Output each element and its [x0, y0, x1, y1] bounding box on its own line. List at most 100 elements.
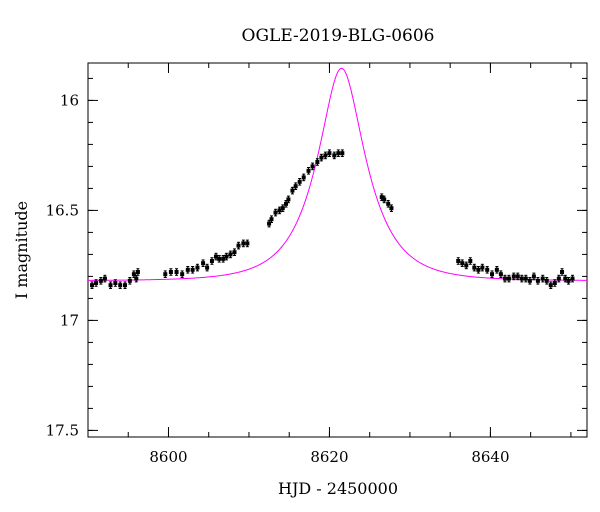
data-point — [319, 153, 324, 162]
data-point — [523, 274, 528, 283]
data-marker — [460, 261, 465, 266]
data-marker — [163, 272, 168, 277]
data-point — [315, 158, 320, 166]
data-marker — [340, 151, 345, 156]
y-tick-label: 17 — [60, 311, 79, 329]
chart-title: OGLE-2019-BLG-0606 — [242, 26, 435, 46]
data-marker — [205, 265, 210, 270]
data-point — [245, 239, 250, 248]
data-point — [456, 257, 461, 265]
x-axis-label: HJD - 2450000 — [278, 479, 398, 498]
data-point — [283, 200, 288, 208]
model-curve — [87, 67, 588, 281]
data-point — [228, 250, 233, 259]
data-point — [221, 255, 226, 263]
plot-frame — [87, 62, 588, 438]
data-point — [297, 178, 302, 186]
data-marker — [293, 184, 298, 189]
data-marker — [540, 276, 545, 281]
data-point — [323, 151, 328, 160]
data-point — [290, 186, 295, 195]
data-marker — [273, 210, 278, 215]
data-point — [332, 151, 337, 160]
data-marker — [476, 267, 481, 272]
data-point — [205, 263, 210, 272]
data-marker — [286, 197, 291, 202]
data-marker — [468, 259, 473, 263]
data-marker — [323, 153, 328, 158]
data-marker — [515, 274, 520, 279]
data-marker — [389, 206, 394, 211]
x-tick-label: 8640 — [471, 448, 509, 466]
data-point — [135, 268, 140, 276]
major-ticks — [88, 63, 587, 437]
data-marker — [511, 274, 516, 279]
data-marker — [201, 261, 206, 266]
data-point — [494, 266, 499, 274]
data-marker — [217, 256, 222, 261]
data-point — [476, 266, 481, 274]
data-marker — [213, 254, 218, 259]
data-point — [306, 167, 311, 175]
data-point — [118, 281, 123, 289]
data-point — [468, 257, 473, 265]
data-point — [301, 173, 306, 182]
data-marker — [506, 276, 511, 281]
data-marker — [566, 278, 571, 283]
data-marker — [232, 250, 237, 255]
data-point — [108, 281, 113, 289]
data-point — [511, 272, 516, 281]
data-marker — [221, 256, 226, 261]
data-marker — [98, 278, 103, 283]
data-point — [490, 270, 495, 278]
model-layer — [87, 67, 588, 281]
data-marker — [90, 283, 95, 288]
data-marker — [168, 270, 173, 274]
data-marker — [386, 201, 391, 206]
data-point — [382, 195, 387, 204]
data-point — [217, 255, 222, 263]
data-point — [515, 272, 520, 281]
data-marker — [102, 276, 107, 281]
data-marker — [570, 276, 575, 281]
data-point — [269, 215, 274, 223]
data-point — [464, 261, 469, 270]
data-marker — [382, 197, 387, 202]
data-point — [241, 239, 246, 248]
data-point — [286, 195, 291, 204]
data-marker — [472, 265, 477, 270]
data-point — [123, 281, 128, 289]
data-point — [201, 259, 206, 267]
data-marker — [277, 208, 282, 213]
data-marker — [185, 267, 190, 272]
data-marker — [527, 278, 532, 283]
data-marker — [485, 267, 490, 272]
data-point — [174, 268, 179, 276]
data-point — [498, 270, 503, 278]
data-marker — [315, 160, 320, 164]
data-point — [506, 274, 511, 283]
data-point — [213, 252, 218, 261]
data-marker — [502, 276, 507, 281]
data-point — [552, 279, 557, 287]
data-marker — [480, 265, 485, 270]
data-marker — [464, 263, 469, 268]
data-point — [273, 208, 278, 217]
data-marker — [94, 281, 99, 285]
data-marker — [269, 217, 274, 222]
data-point — [195, 263, 200, 272]
data-point — [168, 268, 173, 276]
data-point — [277, 206, 282, 215]
data-marker — [245, 241, 250, 246]
data-marker — [118, 283, 123, 288]
data-point — [340, 149, 345, 157]
data-marker — [108, 283, 113, 288]
data-point — [535, 277, 540, 285]
tick-labels: 8600 8620 8640 16 16.5 17 17.5 — [46, 91, 510, 466]
y-tick-label: 17.5 — [46, 421, 79, 439]
data-marker — [134, 276, 139, 281]
data-point — [310, 162, 315, 171]
data-point — [131, 270, 136, 278]
data-point — [502, 274, 507, 283]
data-marker — [174, 270, 179, 274]
